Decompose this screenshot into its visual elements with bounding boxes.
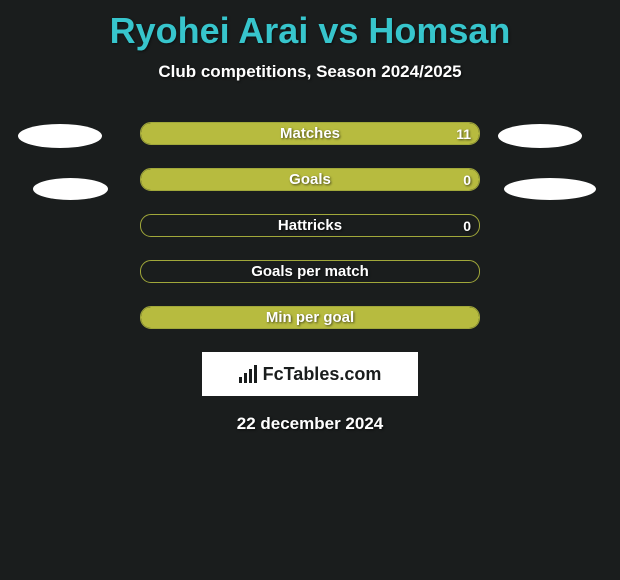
bar-label: Min per goal (141, 307, 479, 328)
stats-chart: Matches 11 Goals 0 Hattricks 0 Goals per… (140, 122, 480, 329)
logo-box: FcTables.com (202, 352, 418, 396)
page-subtitle: Club competitions, Season 2024/2025 (0, 62, 620, 82)
logo-text: FcTables.com (263, 364, 382, 385)
stat-row-goals-per-match: Goals per match (140, 260, 480, 283)
logo-bars-icon (239, 365, 257, 383)
stat-row-goals: Goals 0 (140, 168, 480, 191)
bar-label: Hattricks (141, 215, 479, 236)
decorative-ellipse (18, 124, 102, 148)
decorative-ellipse (33, 178, 108, 200)
bar-label: Goals (141, 169, 479, 190)
footer-date: 22 december 2024 (0, 414, 620, 434)
decorative-ellipse (504, 178, 596, 200)
bar-value: 0 (463, 169, 471, 190)
bar-label: Matches (141, 123, 479, 144)
bar-value: 11 (456, 123, 471, 144)
bar-value: 0 (463, 215, 471, 236)
stat-row-hattricks: Hattricks 0 (140, 214, 480, 237)
stat-row-min-per-goal: Min per goal (140, 306, 480, 329)
stat-row-matches: Matches 11 (140, 122, 480, 145)
decorative-ellipse (498, 124, 582, 148)
bar-label: Goals per match (141, 261, 479, 282)
page-title: Ryohei Arai vs Homsan (0, 0, 620, 52)
